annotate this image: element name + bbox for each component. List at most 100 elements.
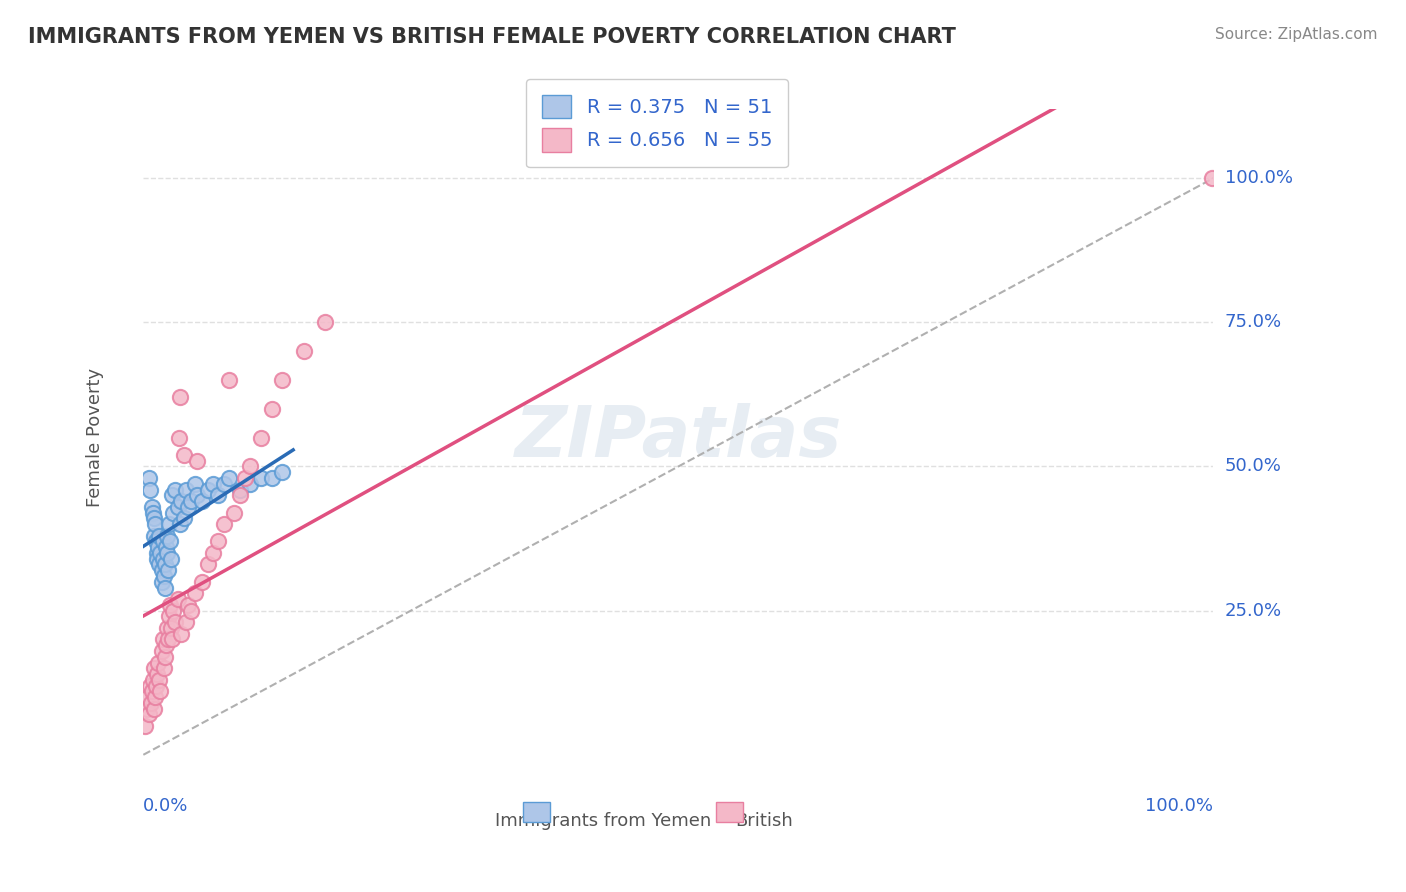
Point	[183, 476, 205, 491]
Point	[174, 483, 197, 497]
Point	[153, 649, 176, 664]
Point	[139, 696, 162, 710]
Point	[186, 488, 208, 502]
Point	[271, 465, 294, 479]
Point	[159, 534, 181, 549]
Point	[233, 471, 256, 485]
Point	[180, 494, 202, 508]
Point	[292, 344, 315, 359]
Point	[165, 615, 187, 629]
Point	[148, 540, 170, 554]
Point	[212, 476, 235, 491]
Point	[166, 500, 188, 514]
Point	[239, 476, 262, 491]
Point	[152, 632, 174, 647]
Point	[155, 638, 177, 652]
Point	[152, 569, 174, 583]
Point	[143, 529, 166, 543]
Point	[160, 621, 183, 635]
Point	[165, 483, 187, 497]
Point	[218, 471, 240, 485]
Point	[166, 592, 188, 607]
Point	[170, 626, 193, 640]
Point	[197, 558, 219, 572]
Point	[1201, 171, 1223, 186]
FancyBboxPatch shape	[716, 803, 742, 822]
Point	[271, 373, 294, 387]
Point	[143, 661, 166, 675]
Point	[150, 644, 173, 658]
Point	[145, 679, 167, 693]
Point	[148, 529, 170, 543]
Point	[143, 690, 166, 705]
Point	[170, 494, 193, 508]
Text: 75.0%: 75.0%	[1225, 313, 1282, 331]
Point	[197, 483, 219, 497]
Point	[138, 707, 160, 722]
Point	[201, 476, 224, 491]
Point	[143, 517, 166, 532]
Point	[207, 534, 229, 549]
Point	[191, 574, 214, 589]
FancyBboxPatch shape	[523, 803, 550, 822]
Point	[174, 615, 197, 629]
Point	[139, 679, 162, 693]
Point	[146, 546, 169, 560]
Point	[228, 483, 250, 497]
Text: 100.0%: 100.0%	[1225, 169, 1292, 187]
Point	[149, 684, 172, 698]
Text: Female Poverty: Female Poverty	[86, 368, 104, 508]
Point	[239, 459, 262, 474]
Point	[138, 471, 160, 485]
Point	[142, 506, 165, 520]
Point	[145, 534, 167, 549]
Text: IMMIGRANTS FROM YEMEN VS BRITISH FEMALE POVERTY CORRELATION CHART: IMMIGRANTS FROM YEMEN VS BRITISH FEMALE …	[28, 27, 956, 46]
Point	[250, 471, 273, 485]
Point	[146, 551, 169, 566]
Point	[157, 609, 180, 624]
Point	[191, 494, 214, 508]
Point	[162, 604, 184, 618]
Point	[167, 431, 190, 445]
Point	[135, 701, 157, 715]
Point	[146, 667, 169, 681]
Point	[148, 656, 170, 670]
Point	[177, 598, 200, 612]
Point	[201, 546, 224, 560]
Point	[314, 315, 336, 329]
Point	[148, 673, 170, 687]
Point	[156, 632, 179, 647]
Text: 50.0%: 50.0%	[1225, 458, 1281, 475]
Point	[183, 586, 205, 600]
Point	[260, 471, 283, 485]
Point	[139, 483, 162, 497]
Text: Source: ZipAtlas.com: Source: ZipAtlas.com	[1215, 27, 1378, 42]
Point	[207, 488, 229, 502]
Text: 100.0%: 100.0%	[1146, 797, 1213, 815]
Point	[150, 563, 173, 577]
Point	[149, 546, 172, 560]
Point	[159, 598, 181, 612]
Point	[160, 488, 183, 502]
Point	[153, 558, 176, 572]
Point	[134, 719, 156, 733]
Point	[143, 701, 166, 715]
Point	[157, 517, 180, 532]
Text: 25.0%: 25.0%	[1225, 601, 1282, 620]
Point	[150, 574, 173, 589]
Text: Immigrants from Yemen: Immigrants from Yemen	[495, 813, 711, 830]
Point	[136, 690, 159, 705]
Point	[169, 517, 191, 532]
Point	[228, 488, 250, 502]
Point	[143, 511, 166, 525]
Point	[156, 546, 179, 560]
Point	[250, 431, 273, 445]
Point	[153, 581, 176, 595]
Point	[173, 448, 195, 462]
Point	[173, 511, 195, 525]
Point	[156, 529, 179, 543]
Text: British: British	[735, 813, 793, 830]
Legend: R = 0.375   N = 51, R = 0.656   N = 55: R = 0.375 N = 51, R = 0.656 N = 55	[526, 79, 787, 168]
Point	[141, 500, 163, 514]
Point	[162, 506, 184, 520]
